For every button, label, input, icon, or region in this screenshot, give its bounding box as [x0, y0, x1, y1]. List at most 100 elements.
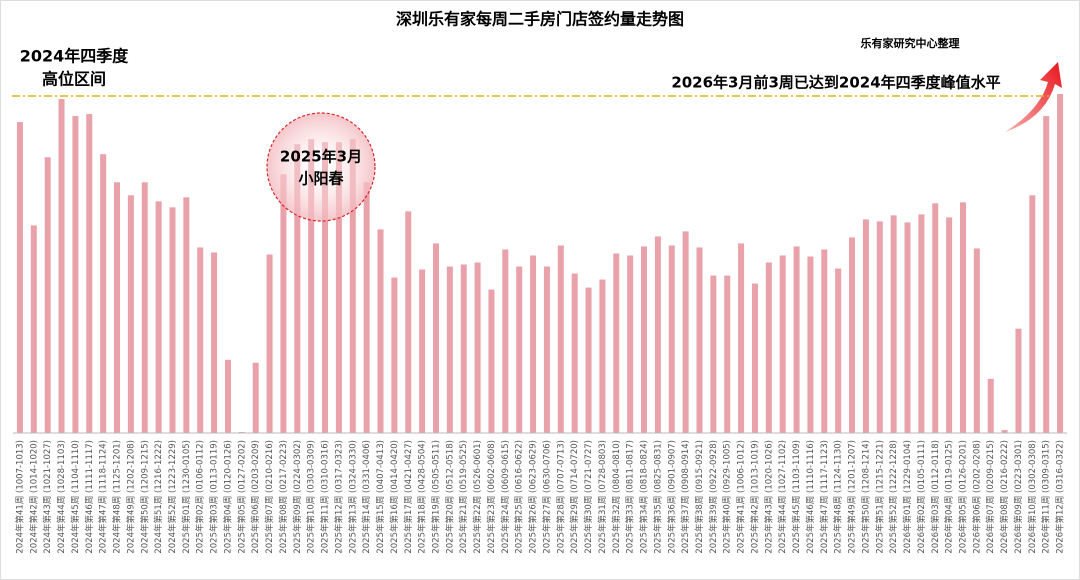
bar — [58, 99, 65, 433]
x-tick-label: 2025年第46周 (1110-1116) — [805, 440, 816, 554]
bar — [405, 211, 412, 433]
x-tick-label: 2026年第03周 (0112-0118) — [930, 440, 941, 554]
x-tick-label: 2025年第28周 (0707-0713) — [555, 440, 566, 554]
x-tick-label: 2025年第50周 (1208-1214) — [860, 440, 871, 554]
bar — [654, 236, 661, 433]
bar — [973, 248, 980, 433]
bar — [1043, 116, 1050, 434]
x-tick-label: 2026年第10周 (0302-0308) — [1027, 440, 1038, 554]
bar — [668, 245, 675, 433]
bar — [460, 264, 467, 433]
x-tick-label: 2025年第20周 (0512-0518) — [444, 440, 455, 554]
x-tick-label: 2025年第37周 (0908-0914) — [680, 440, 691, 554]
bar — [627, 255, 634, 433]
arrow — [1005, 62, 1062, 132]
x-tick-label: 2025年第01周 (1230-0105) — [181, 440, 192, 554]
x-tick-label: 2026年第08周 (0216-0222) — [999, 440, 1010, 554]
bar — [1001, 429, 1008, 433]
x-tick-label: 2025年第39周 (0922-0928) — [708, 440, 719, 554]
x-tick-label: 2025年第48周 (1124-1130) — [833, 440, 844, 554]
x-tick-label: 2025年第40周 (0929-1005) — [722, 440, 733, 554]
bar — [765, 262, 772, 433]
x-tick-label: 2025年第06周 (0203-0209) — [250, 440, 261, 554]
bar — [197, 247, 204, 433]
bar — [377, 229, 384, 433]
bar — [266, 254, 273, 433]
bar — [363, 182, 370, 433]
x-tick-label: 2024年第44周 (1028-1103) — [56, 440, 67, 554]
x-tick-label: 2024年第47周 (1118-1124) — [98, 440, 109, 554]
annotation: 2026年3月前3周已达到2024年四季度峰值水平 — [671, 74, 1000, 92]
x-tick-label: 2025年第19周 (0505-0511) — [430, 440, 441, 554]
x-tick-label: 2024年第43周 (1021-1027) — [42, 440, 53, 554]
x-tick-label: 2025年第18周 (0428-0504) — [417, 440, 428, 554]
bar — [696, 247, 703, 433]
bar — [571, 273, 578, 433]
bar — [280, 174, 287, 433]
x-tick-label: 2025年第45周 (1103-1109) — [791, 440, 802, 554]
bar — [391, 277, 398, 433]
x-tick-label: 2025年第30周 (0721-0727) — [583, 440, 594, 554]
highlight-circle — [266, 112, 376, 222]
x-tick-label: 2025年第04周 (0120-0126) — [222, 440, 233, 554]
bar — [710, 275, 717, 433]
bar — [335, 142, 342, 433]
x-tick-label: 2026年第02周 (0105-0111) — [916, 440, 927, 554]
x-tick-label: 2025年第36周 (0901-0907) — [666, 440, 677, 554]
x-tick-label: 2025年第35周 (0825-0831) — [652, 440, 663, 554]
x-tick-label: 2025年第02周 (0106-0112) — [195, 440, 206, 554]
x-tick-label: 2025年第44周 (1027-1102) — [777, 440, 788, 554]
bar — [86, 114, 93, 434]
x-tick-label: 2024年第48周 (1125-1201) — [112, 440, 123, 554]
x-tick-label: 2024年第50周 (1209-1215) — [139, 440, 150, 554]
x-tick-label: 2026年第04周 (0119-0125) — [944, 440, 955, 554]
x-tick-label: 2025年第10周 (0303-0309) — [306, 440, 317, 554]
x-tick-label: 2025年第33周 (0811-0817) — [625, 440, 636, 554]
x-tick-label: 2025年第13周 (0324-0330) — [347, 440, 358, 554]
x-tick-label: 2025年第25周 (0616-0622) — [514, 440, 525, 554]
bar — [488, 289, 495, 433]
bar — [252, 362, 259, 433]
bar — [100, 154, 107, 433]
bar — [349, 139, 356, 433]
x-tick-label: 2024年第41周 (1007-1013) — [14, 440, 25, 554]
x-tick-label: 2025年第49周 (1201-1207) — [847, 440, 858, 554]
bar — [530, 255, 537, 433]
bar — [946, 217, 953, 433]
bar — [155, 201, 162, 433]
x-tick-label: 2025年第26周 (0623-0629) — [528, 440, 539, 554]
bar — [959, 202, 966, 433]
x-tick-label: 2026年第05周 (0126-0201) — [957, 440, 968, 554]
bar — [779, 255, 786, 433]
x-tick-label: 2025年第52周 (1222-1228) — [888, 440, 899, 554]
source: 乐有家研究中心整理 — [861, 36, 960, 50]
bar — [557, 245, 564, 433]
bar — [224, 359, 231, 433]
x-tick-label: 2025年第51周 (1215-1221) — [874, 440, 885, 554]
x-tick-label: 2025年第05周 (0127-0202) — [236, 440, 247, 554]
bar — [474, 262, 481, 433]
x-tick-label: 2025年第14周 (0331-0406) — [361, 440, 372, 554]
bars — [16, 94, 1064, 434]
bar — [793, 246, 800, 433]
x-tick-label: 2024年第51周 (1216-1222) — [153, 440, 164, 554]
bar — [613, 253, 620, 433]
bar — [862, 219, 869, 433]
chart-title: 深圳乐有家每周二手房门店签约量走势图 — [396, 10, 684, 29]
bar — [72, 116, 79, 434]
x-tick-label: 2024年第45周 (1104-1110) — [70, 440, 81, 554]
x-tick-label: 2025年第09周 (0224-0302) — [292, 440, 303, 554]
x-tick-label: 2025年第31周 (0728-0803) — [597, 440, 608, 554]
bar — [502, 249, 509, 433]
bar — [294, 144, 301, 433]
bar — [835, 268, 842, 433]
bar — [127, 195, 134, 433]
bar — [918, 214, 925, 433]
bar — [543, 266, 550, 433]
x-tick-label: 2026年第12周 (0316-0322) — [1055, 440, 1066, 554]
bar — [1029, 195, 1036, 433]
bar — [682, 231, 689, 433]
bar — [585, 287, 592, 433]
x-tick-label: 2025年第41周 (1006-1012) — [736, 440, 747, 554]
